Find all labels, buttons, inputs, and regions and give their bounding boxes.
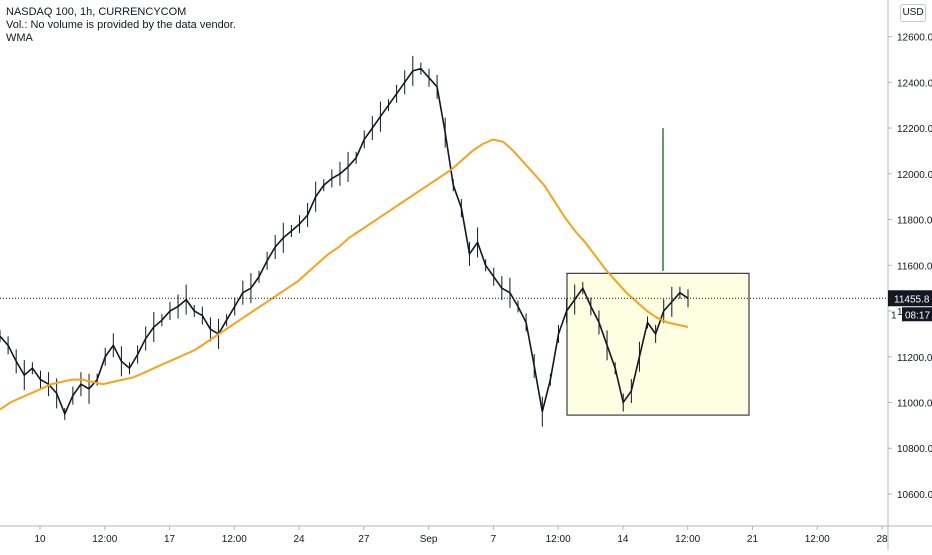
- currency-button[interactable]: USD: [900, 4, 926, 22]
- y-tick-label: 12200.0: [897, 124, 932, 135]
- price-partial: 1: [891, 310, 897, 321]
- x-tick-label: 21: [747, 534, 759, 545]
- x-tick-label: 24: [294, 534, 306, 545]
- volume-note: Vol.: No volume is provided by the data …: [6, 19, 236, 31]
- x-tick-label: 12:00: [92, 534, 117, 545]
- price-tag: [888, 290, 932, 307]
- annotations: [566, 128, 750, 416]
- price-line: [0, 67, 689, 416]
- y-tick-label: 12000.0: [897, 170, 932, 181]
- x-tick-label: 17: [164, 534, 176, 545]
- x-tick-label: Sep: [420, 534, 438, 545]
- x-tick-label: 12:00: [675, 534, 700, 545]
- x-tick-label: 10: [34, 534, 46, 545]
- x-tick-label: 12:00: [222, 534, 247, 545]
- chart-legend: NASDAQ 100, 1h, CURRENCYCOM Vol.: No vol…: [6, 6, 236, 45]
- x-tick-label: 7: [491, 534, 497, 545]
- x-tick-label: 14: [617, 534, 629, 545]
- y-tick-label: 11800.0: [897, 216, 932, 227]
- y-tick-label: 11600.0: [897, 261, 932, 272]
- chart-title: NASDAQ 100, 1h, CURRENCYCOM: [6, 6, 187, 18]
- y-tick-label: 11200.0: [897, 353, 932, 364]
- x-tick-label: 12:00: [546, 534, 571, 545]
- range-box: [566, 272, 750, 416]
- x-tick-label: 12:00: [805, 534, 830, 545]
- x-tick-label: 27: [358, 534, 370, 545]
- overlays: 11455.8 08:17 1: [0, 290, 932, 322]
- x-tick-label: 28: [876, 534, 888, 545]
- series: [0, 55, 689, 427]
- countdown-value: 08:17: [905, 310, 930, 321]
- price-tag-value: 11455.8: [894, 294, 930, 305]
- y-tick-label: 11000.0: [897, 399, 932, 410]
- indicator-label[interactable]: WMA: [6, 32, 33, 44]
- y-tick-label: 12600.0: [897, 33, 932, 44]
- y-tick-label: 10800.0: [897, 444, 932, 455]
- y-tick-label: 12400.0: [897, 78, 932, 89]
- y-tick-label: 10600.0: [897, 490, 932, 501]
- wma-line: [0, 138, 689, 411]
- countdown-tag: [902, 307, 932, 322]
